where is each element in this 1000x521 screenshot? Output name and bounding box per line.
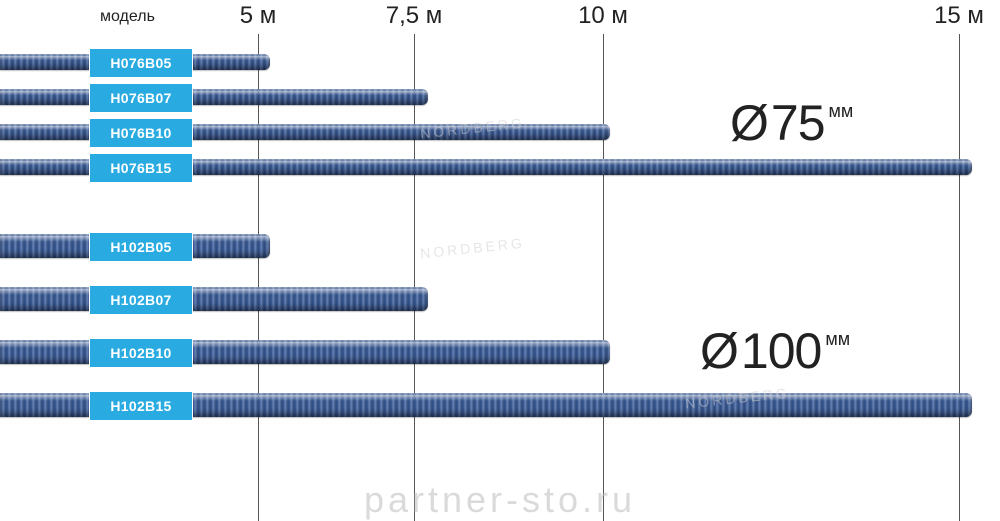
gridline [959, 34, 960, 521]
brand-watermark: NORDBERG [419, 235, 525, 262]
model-badge: H102B15 [89, 391, 193, 421]
diameter-value: 75 [771, 98, 825, 148]
model-badge: H076B07 [89, 83, 193, 113]
model-badge: H076B15 [89, 153, 193, 183]
hose-bar [0, 89, 428, 105]
diameter-value: 100 [741, 326, 821, 376]
model-badge: H102B07 [89, 285, 193, 315]
diameter-unit: мм [825, 330, 850, 348]
model-badge: H102B10 [89, 338, 193, 368]
gridline [603, 34, 604, 521]
axis-tick-label: 15 м [934, 2, 984, 30]
diameter-symbol: Ø [730, 98, 769, 148]
model-badge: H076B05 [89, 48, 193, 78]
gridline [258, 34, 259, 521]
model-badge: H102B05 [89, 232, 193, 262]
axis-tick-label: 7,5 м [386, 2, 443, 30]
site-watermark: partner-sto.ru [364, 479, 636, 521]
hose-bar [0, 287, 428, 311]
axis-tick-label: 5 м [240, 2, 277, 30]
diameter-unit: мм [829, 102, 854, 120]
diameter-symbol: Ø [700, 326, 739, 376]
diameter-callout: Ø75мм [730, 98, 853, 148]
model-badge: H076B10 [89, 118, 193, 148]
axis-tick-label: 10 м [578, 2, 628, 30]
diameter-callout: Ø100мм [700, 326, 850, 376]
column-header-model: модель [100, 8, 155, 26]
gridline [414, 34, 415, 521]
